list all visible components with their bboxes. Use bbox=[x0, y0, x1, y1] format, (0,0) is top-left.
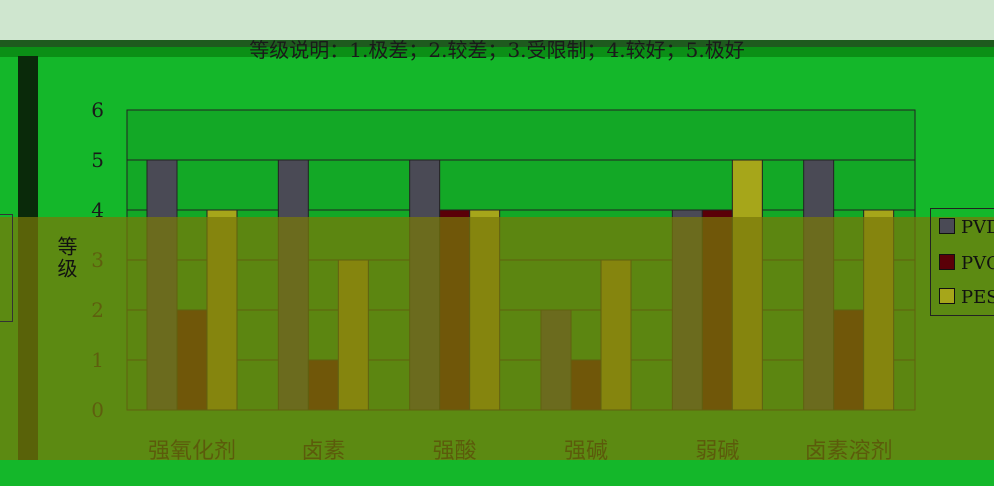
chart-title: 等级说明：1.极差；2.较差；3.受限制；4.较好；5.极好 bbox=[249, 38, 745, 62]
bottom-band bbox=[0, 460, 994, 486]
legend-item-pes: PES bbox=[939, 287, 994, 308]
legend-label-pes: PES bbox=[961, 287, 994, 308]
legend-swatch-pvdf bbox=[939, 218, 955, 234]
top-rule-lower bbox=[0, 47, 994, 57]
legend: PVDF PVC PES bbox=[930, 208, 994, 316]
top-band bbox=[0, 0, 994, 44]
legend-label-pvc: PVC bbox=[961, 253, 994, 274]
legend-label-pvdf: PVDF bbox=[961, 217, 994, 238]
side-frame bbox=[0, 214, 13, 322]
legend-swatch-pvc bbox=[939, 254, 955, 270]
legend-swatch-pes bbox=[939, 288, 955, 304]
y-tick-label-4: 4 bbox=[91, 198, 104, 222]
y-tick-label-6: 6 bbox=[91, 98, 104, 122]
top-rule bbox=[0, 40, 994, 47]
y-tick-label-5: 5 bbox=[91, 148, 104, 172]
y-axis-label: 等级 bbox=[54, 236, 78, 280]
legend-item-pvdf: PVDF bbox=[939, 217, 994, 238]
lower-overlay-band bbox=[0, 217, 994, 460]
legend-item-pvc: PVC bbox=[939, 253, 994, 274]
